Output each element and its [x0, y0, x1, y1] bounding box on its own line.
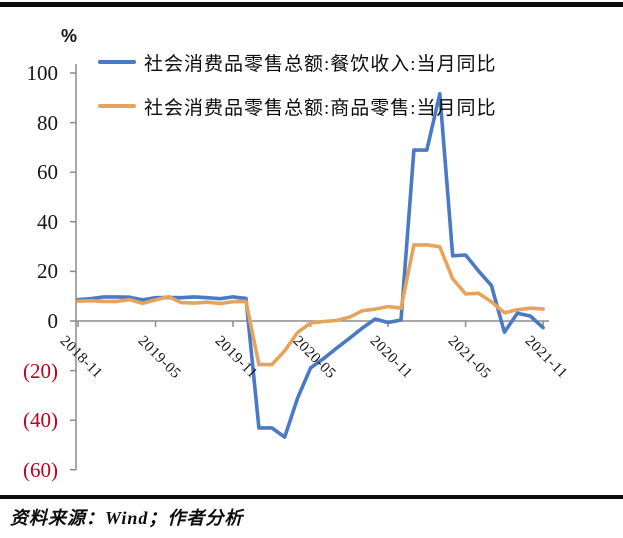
y-tick-label--60-: (60) [23, 458, 58, 482]
goods-line-swatch [98, 104, 136, 108]
source-divider [0, 495, 623, 499]
goods-line [76, 243, 545, 367]
y-axis-unit-label: % [61, 26, 78, 46]
catering-line [76, 92, 545, 439]
y-tick-label-60: 60 [37, 160, 58, 184]
legend-item-goods: 社会消费品零售总额:商品零售:当月同比 [98, 84, 497, 128]
y-tick-label--20-: (20) [23, 359, 58, 383]
y-tick-label--40-: (40) [23, 408, 58, 432]
y-tick-label-0: 0 [47, 309, 59, 333]
y-tick-label-100: 100 [26, 61, 59, 85]
source-note: 资料来源：Wind；作者分析 [10, 508, 244, 528]
legend-label-catering: 社会消费品零售总额:餐饮收入:当月同比 [144, 53, 497, 75]
catering-line-swatch [98, 60, 136, 64]
y-tick-label-40: 40 [37, 210, 58, 234]
legend-label-goods: 社会消费品零售总额:商品零售:当月同比 [144, 97, 497, 119]
top-border [0, 2, 623, 7]
y-tick-label-80: 80 [37, 111, 58, 135]
legend-item-catering: 社会消费品零售总额:餐饮收入:当月同比 [98, 40, 497, 84]
y-tick-label-20: 20 [37, 259, 58, 283]
legend: 社会消费品零售总额:餐饮收入:当月同比 社会消费品零售总额:商品零售:当月同比 [98, 40, 497, 128]
